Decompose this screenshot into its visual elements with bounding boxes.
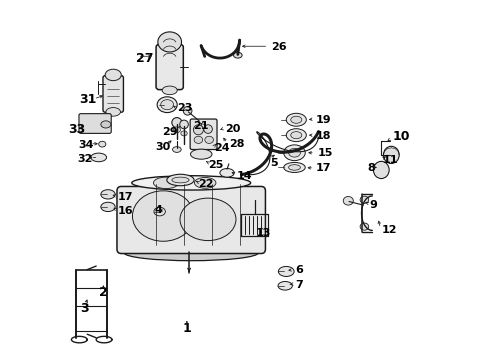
Ellipse shape: [172, 118, 182, 128]
Text: 28: 28: [229, 139, 245, 149]
Ellipse shape: [180, 198, 236, 240]
Ellipse shape: [101, 202, 115, 212]
Ellipse shape: [161, 100, 173, 110]
Text: 30: 30: [156, 141, 171, 152]
Ellipse shape: [132, 191, 194, 241]
Ellipse shape: [205, 136, 214, 143]
Ellipse shape: [286, 113, 306, 126]
Text: 14: 14: [237, 171, 253, 181]
Text: 9: 9: [369, 200, 377, 210]
Ellipse shape: [106, 108, 121, 116]
Text: 33: 33: [69, 123, 86, 136]
Ellipse shape: [286, 129, 306, 141]
Ellipse shape: [181, 131, 187, 136]
Ellipse shape: [360, 223, 368, 230]
Ellipse shape: [204, 125, 212, 134]
Ellipse shape: [289, 165, 300, 170]
Ellipse shape: [343, 197, 353, 205]
Ellipse shape: [173, 127, 180, 133]
Ellipse shape: [383, 146, 399, 163]
Text: 17: 17: [118, 192, 133, 202]
Text: 22: 22: [197, 179, 213, 189]
Text: 12: 12: [382, 225, 397, 235]
Ellipse shape: [194, 125, 203, 135]
Text: 27: 27: [136, 51, 153, 64]
Ellipse shape: [191, 149, 212, 159]
Text: 26: 26: [271, 42, 287, 52]
Ellipse shape: [153, 177, 178, 189]
Text: 24: 24: [215, 143, 230, 153]
Ellipse shape: [101, 121, 111, 128]
Text: 10: 10: [393, 130, 410, 144]
Ellipse shape: [162, 86, 177, 95]
Ellipse shape: [289, 148, 300, 157]
Ellipse shape: [101, 190, 115, 199]
Ellipse shape: [284, 145, 305, 161]
Ellipse shape: [124, 245, 258, 261]
Ellipse shape: [373, 161, 389, 179]
Ellipse shape: [360, 196, 368, 203]
Ellipse shape: [284, 162, 305, 172]
Text: 5: 5: [270, 158, 278, 168]
Text: 2: 2: [99, 287, 108, 300]
Text: 4: 4: [155, 206, 163, 216]
FancyBboxPatch shape: [190, 119, 217, 149]
Text: 19: 19: [316, 115, 331, 125]
Text: 13: 13: [256, 228, 271, 238]
Text: 20: 20: [225, 124, 241, 134]
Ellipse shape: [180, 120, 188, 129]
Ellipse shape: [278, 266, 294, 276]
Text: 21: 21: [194, 121, 209, 131]
Ellipse shape: [157, 97, 177, 113]
FancyBboxPatch shape: [79, 114, 111, 134]
Ellipse shape: [234, 52, 242, 58]
Ellipse shape: [105, 69, 122, 81]
FancyBboxPatch shape: [156, 44, 183, 90]
Text: 32: 32: [78, 154, 93, 164]
Ellipse shape: [194, 136, 203, 143]
Text: 23: 23: [177, 103, 193, 113]
Ellipse shape: [98, 141, 106, 147]
Text: 8: 8: [367, 163, 375, 173]
Text: 16: 16: [118, 206, 133, 216]
Ellipse shape: [91, 153, 107, 162]
Text: 6: 6: [295, 265, 303, 275]
Ellipse shape: [291, 116, 302, 123]
Ellipse shape: [158, 32, 181, 52]
FancyBboxPatch shape: [103, 76, 123, 112]
Ellipse shape: [172, 147, 181, 152]
Text: 29: 29: [163, 127, 178, 137]
Text: 31: 31: [79, 93, 97, 106]
Ellipse shape: [172, 177, 189, 183]
Text: 15: 15: [318, 148, 333, 158]
Ellipse shape: [220, 168, 234, 177]
Text: 18: 18: [316, 131, 331, 141]
Text: 3: 3: [80, 302, 89, 315]
Text: 1: 1: [183, 322, 191, 335]
Ellipse shape: [278, 282, 293, 290]
FancyBboxPatch shape: [117, 186, 266, 253]
Text: 7: 7: [295, 280, 303, 290]
Text: 17: 17: [316, 163, 331, 173]
Ellipse shape: [167, 174, 194, 186]
Text: 25: 25: [208, 159, 224, 170]
Ellipse shape: [132, 176, 251, 190]
Ellipse shape: [195, 177, 216, 188]
Text: 11: 11: [382, 155, 398, 165]
Text: 34: 34: [78, 140, 94, 150]
Ellipse shape: [183, 107, 192, 115]
Ellipse shape: [154, 207, 166, 216]
Ellipse shape: [291, 132, 302, 139]
